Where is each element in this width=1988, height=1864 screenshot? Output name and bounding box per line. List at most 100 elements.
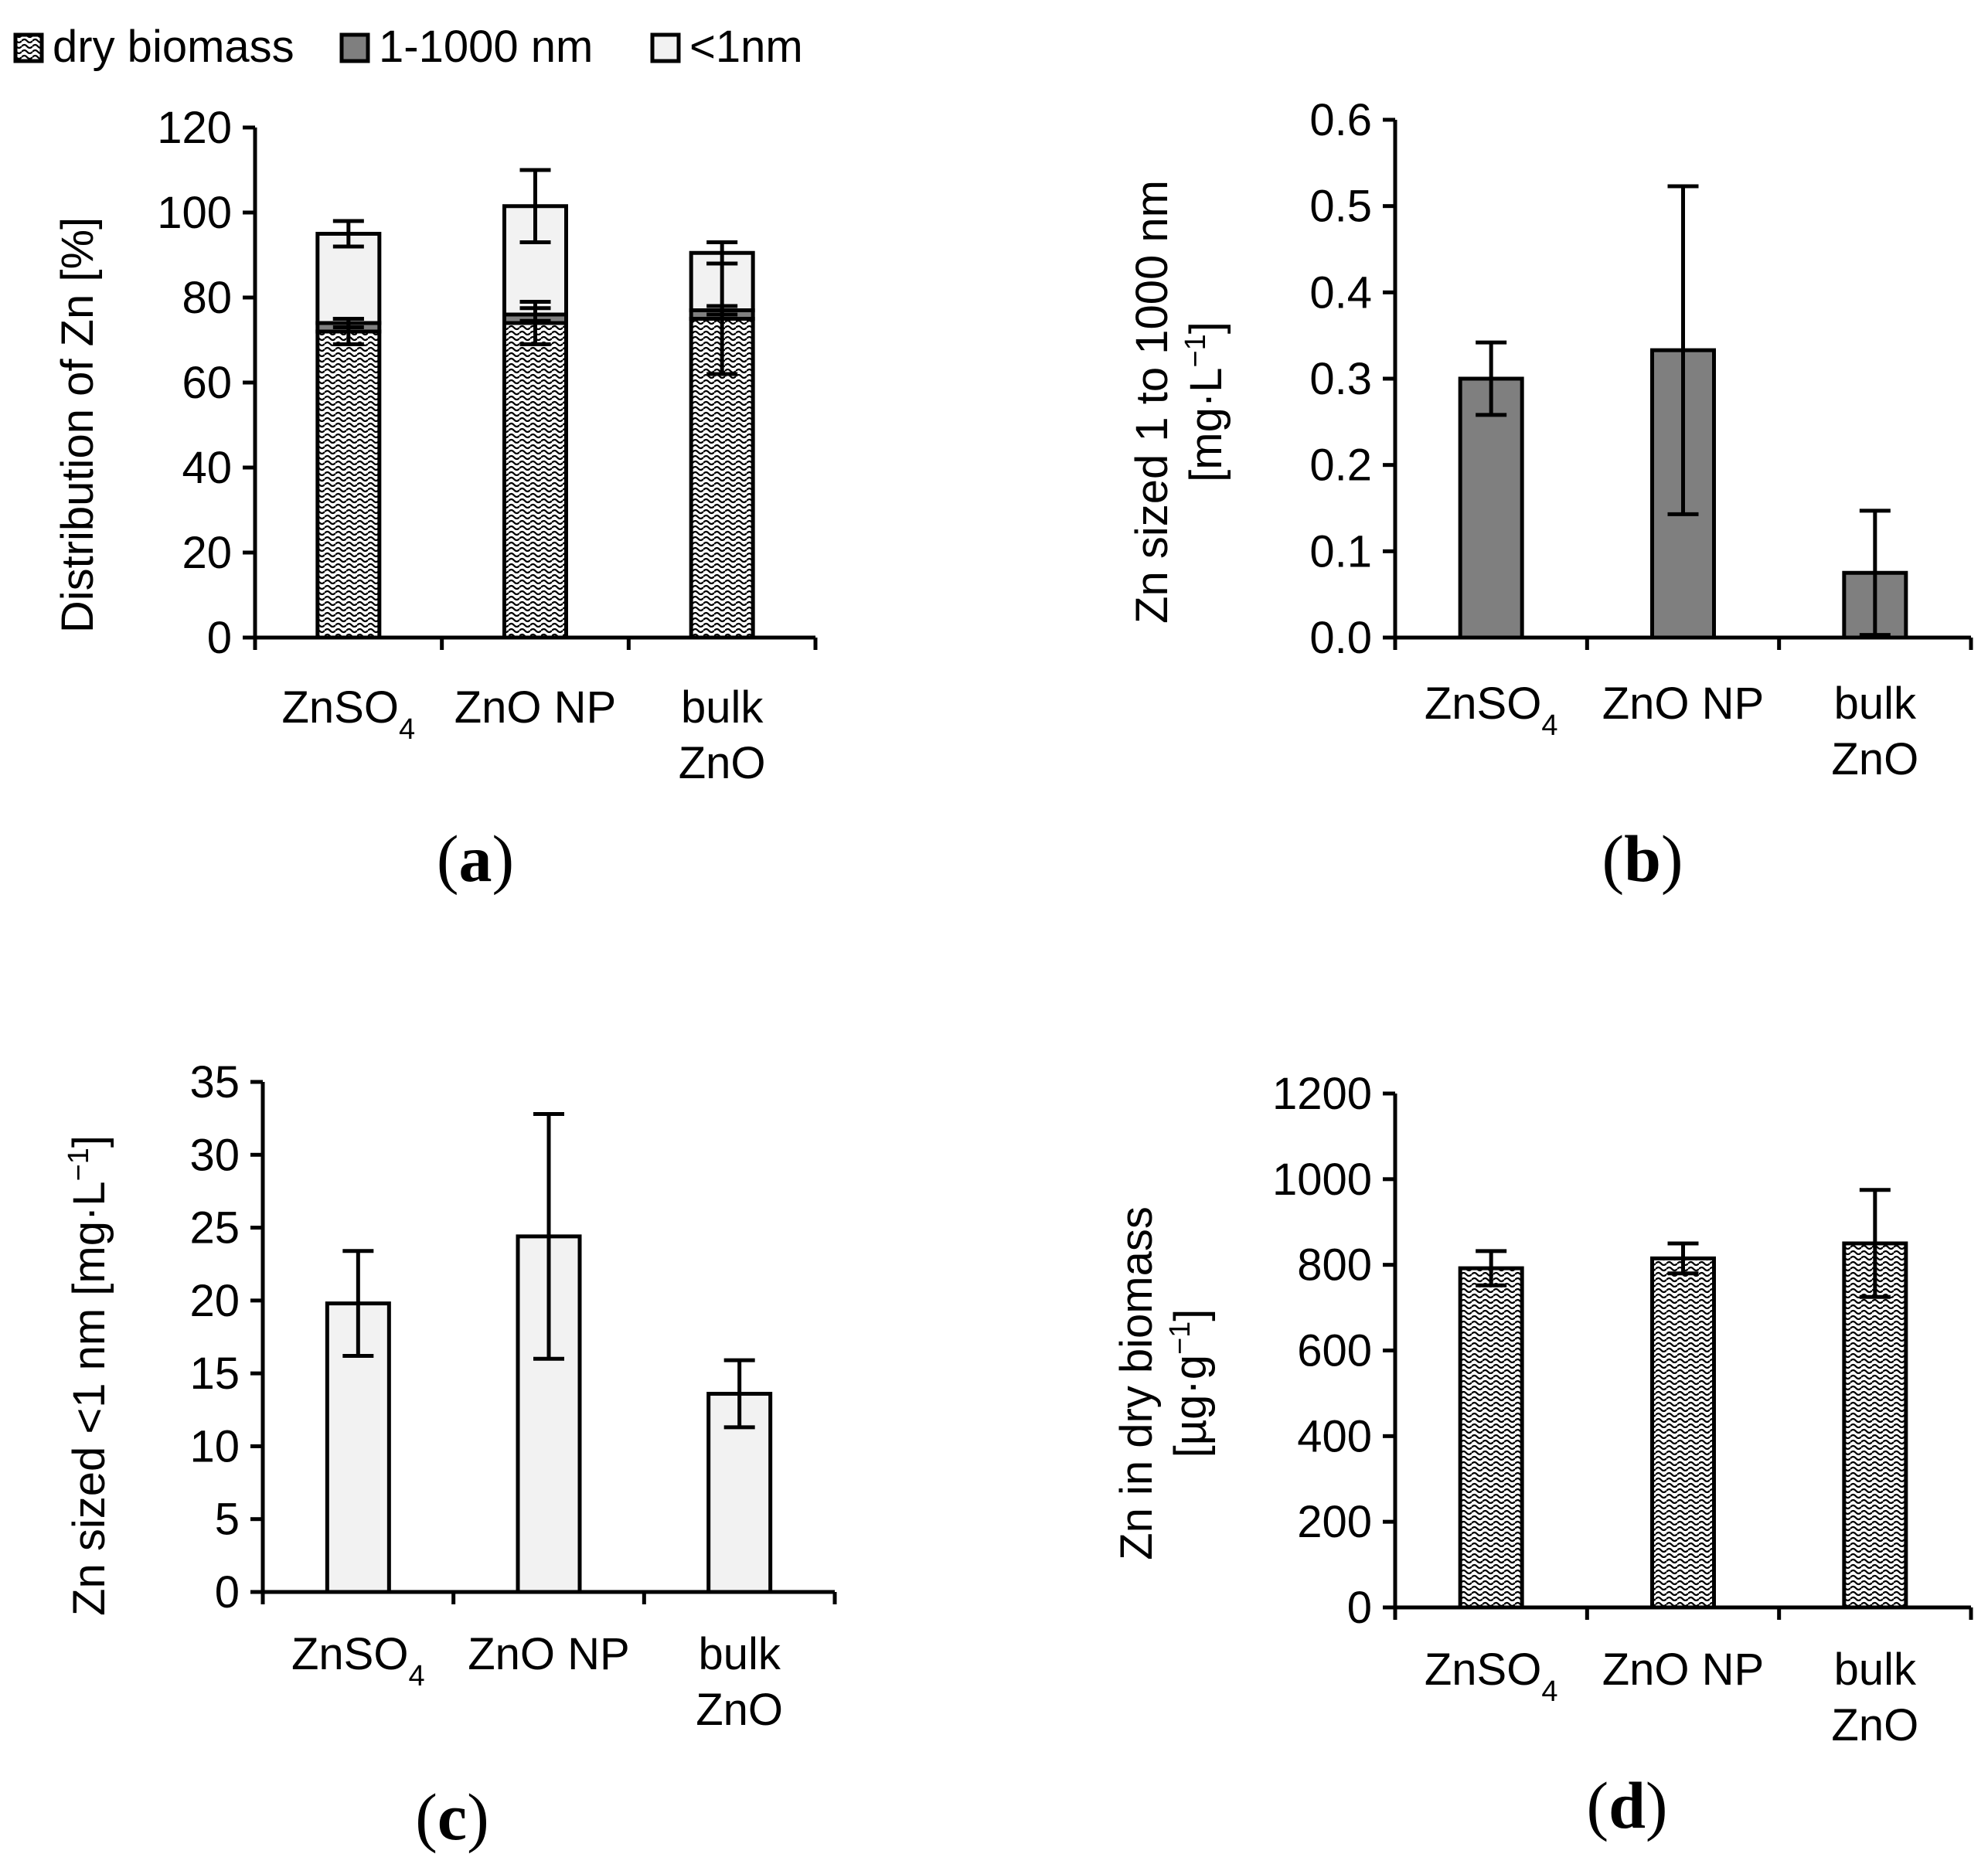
x-tick-label-main: ZnO NP [1602, 679, 1765, 729]
y-axis-label: Zn sized 1 to 1000 nm [1127, 180, 1177, 624]
x-tick-label: ZnSO4 [291, 1629, 425, 1692]
y-tick-label: 120 [157, 103, 232, 153]
legend: dry biomass 1-1000 nm <1nm [13, 22, 803, 72]
x-tick-label: ZnO NP [468, 1629, 630, 1679]
y-tick-label: 35 [189, 1057, 240, 1107]
y-tick-label: 0.4 [1309, 267, 1372, 318]
x-tick-label-main: ZnSO [1425, 1645, 1542, 1695]
x-tick-label: bulk [681, 682, 764, 733]
y-tick-label: 60 [182, 358, 232, 408]
bar-dots [1650, 1256, 1716, 1610]
legend-item-lt1nm: <1nm [650, 22, 803, 72]
error-bars [342, 1111, 755, 1430]
error-bar [1859, 509, 1891, 638]
x-tick-label-main: ZnO NP [1602, 1645, 1765, 1695]
error-bar [332, 219, 364, 249]
y-tick-label: 100 [157, 188, 232, 238]
y-tick-label: 800 [1297, 1240, 1372, 1291]
y-tick-label: 40 [182, 443, 232, 493]
y-tick-label: 5 [215, 1495, 240, 1545]
x-tick-label-main: ZnSO [291, 1629, 409, 1679]
error-bar [706, 240, 738, 266]
legend-swatch-light [650, 32, 681, 63]
x-tick-label: bulk [1834, 679, 1917, 729]
y-tick-label: 25 [189, 1203, 240, 1253]
y-axis-label: Distribution of Zn [%] [53, 217, 103, 633]
panel-label: (a) [437, 821, 514, 896]
bar-dots [1458, 1266, 1524, 1610]
x-tick-label-main: ZnSO [1425, 679, 1542, 729]
y-tick-label: 20 [182, 528, 232, 578]
y-axis-label: Zn in dry biomass [1111, 1206, 1162, 1560]
error-bar [519, 168, 551, 244]
x-tick-label: bulk [698, 1629, 781, 1679]
error-bars [332, 168, 738, 376]
y-axis-unit: [mg·L−1] [1180, 321, 1231, 482]
bar-dots [502, 321, 568, 640]
legend-label: 1-1000 nm [379, 22, 593, 72]
error-bar [723, 1358, 755, 1430]
bar-dots [315, 329, 382, 640]
y-tick-label: 0.0 [1309, 613, 1372, 663]
x-tick-label-subscript: 4 [1541, 1675, 1557, 1708]
x-tick-label-subscript: 4 [1541, 709, 1557, 742]
y-tick-label: 10 [189, 1421, 240, 1471]
y-tick-label: 1200 [1272, 1069, 1372, 1119]
y-tick-label: 30 [189, 1130, 240, 1180]
x-tick-label: bulk [1834, 1645, 1917, 1695]
y-tick-label: 20 [189, 1276, 240, 1326]
x-tick-label: ZnO NP [1602, 679, 1765, 729]
y-axis-label: Zn sized <1 nm [mg·L−1] [63, 1135, 114, 1616]
legend-label: dry biomass [53, 22, 294, 72]
legend-label: <1nm [689, 22, 803, 72]
x-tick-label-line2: ZnO [679, 738, 766, 788]
legend-item-1-1000nm: 1-1000 nm [339, 22, 593, 72]
y-tick-label: 0.6 [1309, 95, 1372, 145]
y-tick-labels: 0.0 0.1 0.2 0.3 0.4 0.5 0.6 [1309, 95, 1372, 663]
y-tick-labels: 0 5 10 15 20 25 30 35 [189, 1057, 240, 1617]
bars [1458, 1241, 1908, 1610]
legend-swatch-dark [339, 32, 370, 63]
panel-d: 0 200 400 600 800 1000 1200 ZnSO4 ZnO NP bulkZnO… [1111, 1069, 1973, 1842]
legend-swatch-dots [13, 32, 44, 63]
y-tick-label: 600 [1297, 1326, 1372, 1376]
x-tick-label-main: bulk [1834, 1645, 1917, 1695]
x-tick-label-line2: ZnO [1831, 1700, 1918, 1750]
bar-dots [689, 317, 755, 640]
panel-label: (c) [415, 1780, 488, 1854]
x-tick-label: ZnSO4 [282, 682, 416, 746]
y-tick-label: 0.1 [1309, 526, 1372, 577]
panel-c: 0 5 10 15 20 25 30 35 ZnSO4 ZnO NP bulk ZnO Zn siz… [63, 1057, 837, 1854]
x-tick-label-subscript: 4 [399, 713, 415, 746]
legend-item-dry-biomass: dry biomass [13, 22, 294, 72]
error-bar [332, 317, 364, 329]
y-tick-labels: 0 200 400 600 800 1000 1200 [1272, 1069, 1372, 1633]
y-tick-label: 0.2 [1309, 440, 1372, 491]
y-tick-labels: 0 20 40 60 80 100 120 [157, 103, 232, 663]
error-bar [706, 304, 738, 317]
y-tick-label: 0 [207, 613, 232, 663]
error-bars [1476, 1188, 1891, 1299]
error-bar [1859, 1188, 1891, 1299]
x-tick-label: ZnSO4 [1425, 1645, 1558, 1708]
error-bar [342, 1249, 374, 1359]
bar-dots [1842, 1241, 1908, 1610]
x-tick-label-subscript: 4 [409, 1660, 425, 1692]
y-tick-label: 0.5 [1309, 182, 1372, 232]
error-bar [533, 1111, 564, 1361]
y-tick-label: 200 [1297, 1497, 1372, 1547]
x-tick-label: ZnSO4 [1425, 679, 1558, 742]
y-tick-label: 1000 [1272, 1155, 1372, 1205]
y-tick-label: 400 [1297, 1411, 1372, 1461]
y-tick-label: 15 [189, 1349, 240, 1399]
error-bars [1476, 184, 1891, 638]
error-bar [519, 306, 551, 323]
y-tick-label: 0 [1347, 1583, 1372, 1633]
x-tick-label-main: bulk [698, 1629, 781, 1679]
x-tick-label-main: bulk [1834, 679, 1917, 729]
